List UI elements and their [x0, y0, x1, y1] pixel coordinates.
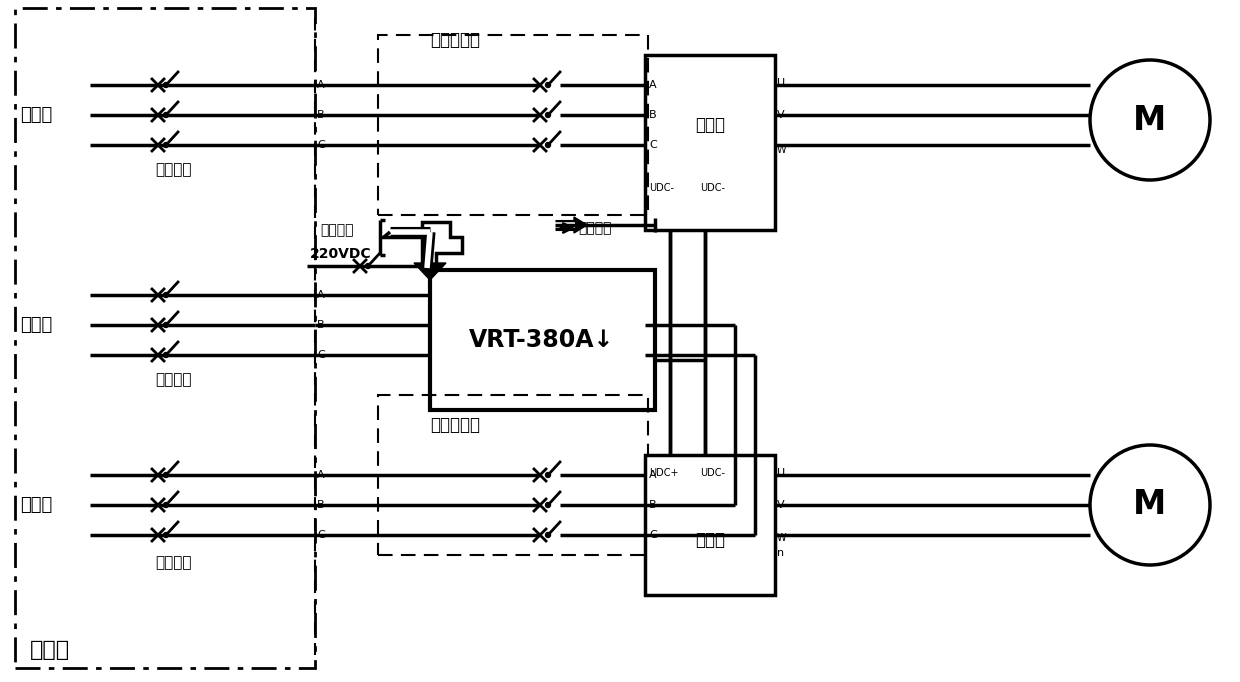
Text: C: C: [317, 140, 325, 150]
Circle shape: [546, 473, 551, 477]
Text: W: W: [777, 145, 786, 155]
Polygon shape: [414, 263, 446, 280]
Text: 配电柜空: 配电柜空: [155, 556, 191, 571]
Polygon shape: [422, 222, 463, 268]
Text: U: U: [777, 468, 785, 478]
Text: B: B: [317, 500, 325, 510]
Text: UDC-: UDC-: [701, 183, 725, 193]
Text: C: C: [317, 530, 325, 540]
Text: 配电柜: 配电柜: [30, 640, 71, 660]
Text: UDC-: UDC-: [701, 468, 725, 478]
Circle shape: [164, 473, 169, 477]
Text: A: A: [649, 470, 657, 480]
Text: A: A: [317, 290, 325, 300]
Bar: [378, 395, 649, 555]
Bar: [645, 55, 775, 230]
Circle shape: [546, 533, 551, 537]
Text: UDC-: UDC-: [649, 183, 675, 193]
Text: W: W: [777, 533, 786, 543]
Circle shape: [164, 293, 169, 297]
Text: A: A: [649, 80, 657, 90]
Bar: [15, 8, 315, 668]
Text: M: M: [1133, 488, 1167, 522]
Bar: [378, 35, 649, 215]
Text: VRT-380A↓: VRT-380A↓: [470, 328, 615, 352]
Text: V: V: [777, 110, 785, 120]
Text: UDC+: UDC+: [649, 468, 678, 478]
Circle shape: [546, 143, 551, 147]
Circle shape: [164, 113, 169, 117]
Text: 变频器前级: 变频器前级: [430, 416, 480, 434]
Text: 220VDC: 220VDC: [310, 247, 372, 261]
Text: B: B: [317, 320, 325, 330]
Circle shape: [1090, 445, 1210, 565]
Bar: [430, 270, 655, 410]
Text: 配电柜空: 配电柜空: [155, 372, 191, 387]
Circle shape: [164, 323, 169, 327]
Circle shape: [1090, 60, 1210, 180]
Circle shape: [164, 503, 169, 507]
Text: V: V: [777, 500, 785, 510]
Text: 变频器: 变频器: [694, 116, 725, 134]
Text: C: C: [649, 530, 657, 540]
Polygon shape: [574, 217, 587, 233]
Text: n: n: [777, 548, 784, 558]
Circle shape: [546, 503, 551, 507]
Circle shape: [366, 263, 371, 269]
Text: C: C: [649, 140, 657, 150]
Text: U: U: [777, 78, 785, 88]
Circle shape: [164, 143, 169, 147]
Text: 接母线: 接母线: [20, 316, 52, 334]
Text: C: C: [317, 350, 325, 360]
Circle shape: [164, 353, 169, 357]
Circle shape: [546, 83, 551, 87]
Circle shape: [164, 83, 169, 87]
Circle shape: [164, 533, 169, 537]
Text: 变频器: 变频器: [694, 531, 725, 549]
Text: B: B: [649, 500, 657, 510]
Text: 接母线: 接母线: [20, 106, 52, 124]
Text: B: B: [317, 110, 325, 120]
Text: 接母线: 接母线: [20, 496, 52, 514]
Text: 开入信号: 开入信号: [320, 223, 353, 237]
Text: A: A: [317, 470, 325, 480]
Text: 配电柜空: 配电柜空: [155, 162, 191, 177]
Circle shape: [546, 113, 551, 117]
Text: 变频器前级: 变频器前级: [430, 31, 480, 49]
Text: A: A: [317, 80, 325, 90]
Text: M: M: [1133, 104, 1167, 136]
Bar: [645, 455, 775, 595]
Text: B: B: [649, 110, 657, 120]
Text: 开出信号: 开出信号: [578, 221, 611, 235]
